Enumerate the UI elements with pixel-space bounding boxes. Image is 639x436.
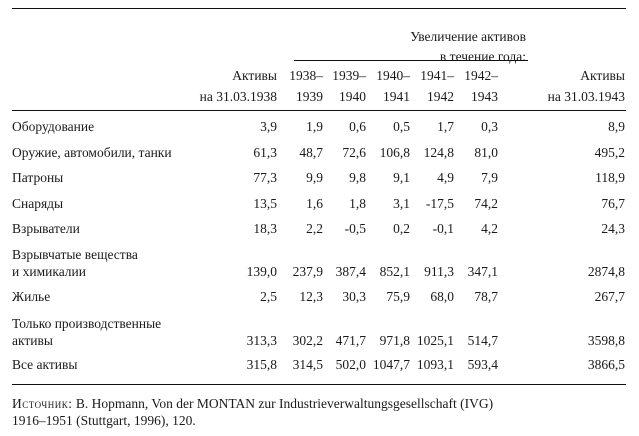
column-header-3-line2: 1940 xyxy=(339,89,366,104)
table-cell: 387,4 xyxy=(335,264,366,279)
table-cell: 2,2 xyxy=(306,221,323,236)
table-cell: 4,2 xyxy=(481,221,498,236)
column-header-2-line1: 1938– xyxy=(289,68,323,83)
table-cell: 7,9 xyxy=(481,170,498,185)
source-line2: 1916–1951 (Stuttgart, 1996), 120. xyxy=(12,413,196,428)
table-cell: 9,1 xyxy=(393,170,410,185)
table-cell: 514,7 xyxy=(467,333,498,348)
row-label: Снаряды xyxy=(12,196,64,211)
table-cell: 314,5 xyxy=(292,357,323,372)
column-header-1-line1: Активы xyxy=(232,68,277,83)
table-cell: 3,1 xyxy=(393,196,410,211)
table-cell: 2,5 xyxy=(260,289,277,304)
table-cell: 1,6 xyxy=(306,196,323,211)
table-cell: 971,8 xyxy=(379,333,410,348)
table-cell: 3,9 xyxy=(260,119,277,134)
group-rule xyxy=(294,60,528,61)
table-cell: 1,9 xyxy=(306,119,323,134)
table-cell: 118,9 xyxy=(595,170,625,185)
table-cell: 48,7 xyxy=(299,145,323,160)
table-cell: 74,2 xyxy=(474,196,498,211)
table-cell: 0,3 xyxy=(481,119,498,134)
column-header-7-line2: на 31.03.1943 xyxy=(547,89,625,104)
table-cell: 8,9 xyxy=(608,119,625,134)
table-cell: -0,5 xyxy=(344,221,366,236)
table-cell: 495,2 xyxy=(594,145,625,160)
table-cell: 1,7 xyxy=(437,119,454,134)
row-label: и химикалии xyxy=(12,264,86,279)
column-header-7-line1: Активы xyxy=(580,68,625,83)
column-header-3-line1: 1939– xyxy=(332,68,366,83)
column-header-1-line2: на 31.03.1938 xyxy=(199,89,277,104)
row-label: Оружие, автомобили, танки xyxy=(12,145,172,160)
table-cell: 0,6 xyxy=(349,119,366,134)
column-header-6-line1: 1942– xyxy=(464,68,498,83)
table-cell: 0,2 xyxy=(393,221,410,236)
table-cell: 1,8 xyxy=(349,196,366,211)
table-cell: 3866,5 xyxy=(587,357,625,372)
table-cell: 347,1 xyxy=(467,264,498,279)
column-header-6-line2: 1943 xyxy=(471,89,498,104)
row-label: Взрыватели xyxy=(12,221,80,236)
table-cell: -0,1 xyxy=(432,221,454,236)
source-line1: Источник: B. Hopmann, Von der MONTAN zur… xyxy=(12,396,493,412)
row-label: Все активы xyxy=(12,357,78,372)
top-rule xyxy=(12,8,626,9)
table-cell: 72,6 xyxy=(342,145,366,160)
column-header-2-line2: 1939 xyxy=(296,89,323,104)
table-cell: 106,8 xyxy=(379,145,410,160)
table-cell: 1093,1 xyxy=(416,357,454,372)
table-cell: 9,8 xyxy=(349,170,366,185)
table-cell: 302,2 xyxy=(292,333,323,348)
table-cell: 471,7 xyxy=(335,333,366,348)
table-cell: 9,9 xyxy=(306,170,323,185)
row-label: Патроны xyxy=(12,170,64,185)
column-header-4-line2: 1941 xyxy=(383,89,410,104)
table-cell: 0,5 xyxy=(393,119,410,134)
table-cell: 1047,7 xyxy=(372,357,410,372)
table-cell: 12,3 xyxy=(299,289,323,304)
table-cell: 124,8 xyxy=(423,145,454,160)
table-cell: 78,7 xyxy=(474,289,498,304)
table-cell: 68,0 xyxy=(430,289,454,304)
source-label: Источник: xyxy=(12,396,73,411)
table-cell: 3598,8 xyxy=(587,333,625,348)
bottom-rule xyxy=(12,384,626,385)
table-cell: 4,9 xyxy=(437,170,454,185)
table-cell: 313,3 xyxy=(246,333,277,348)
table-cell: 75,9 xyxy=(386,289,410,304)
table-cell: 61,3 xyxy=(253,145,277,160)
row-label: Взрывчатые вещества xyxy=(12,247,138,262)
table-cell: 76,7 xyxy=(601,196,625,211)
source-citation: B. Hopmann, Von der MONTAN zur Industrie… xyxy=(75,396,494,411)
header-rule xyxy=(12,110,626,111)
table-cell: 81,0 xyxy=(474,145,498,160)
table-cell: 77,3 xyxy=(253,170,277,185)
table-cell: 267,7 xyxy=(594,289,625,304)
column-header-5-line1: 1941– xyxy=(420,68,454,83)
row-label: Только производственные xyxy=(12,316,162,331)
row-label: Жилье xyxy=(12,289,51,304)
table-cell: 2874,8 xyxy=(587,264,625,279)
table-cell: -17,5 xyxy=(425,196,454,211)
group-header-line2: в течение года: xyxy=(439,49,526,64)
table-cell: 13,5 xyxy=(253,196,277,211)
row-label: Оборудование xyxy=(12,119,95,134)
table-cell: 911,3 xyxy=(424,264,454,279)
column-header-4-line1: 1940– xyxy=(376,68,410,83)
table-cell: 139,0 xyxy=(246,264,277,279)
table-cell: 593,4 xyxy=(467,357,498,372)
table-cell: 315,8 xyxy=(246,357,277,372)
table-cell: 502,0 xyxy=(335,357,366,372)
table-cell: 1025,1 xyxy=(416,333,454,348)
table-cell: 852,1 xyxy=(379,264,410,279)
table-cell: 18,3 xyxy=(253,221,277,236)
table-cell: 30,3 xyxy=(342,289,366,304)
table-cell: 237,9 xyxy=(292,264,323,279)
table-cell: 24,3 xyxy=(601,221,625,236)
column-header-5-line2: 1942 xyxy=(427,89,454,104)
group-header-line1: Увеличение активов xyxy=(410,29,526,44)
row-label: активы xyxy=(12,333,53,348)
